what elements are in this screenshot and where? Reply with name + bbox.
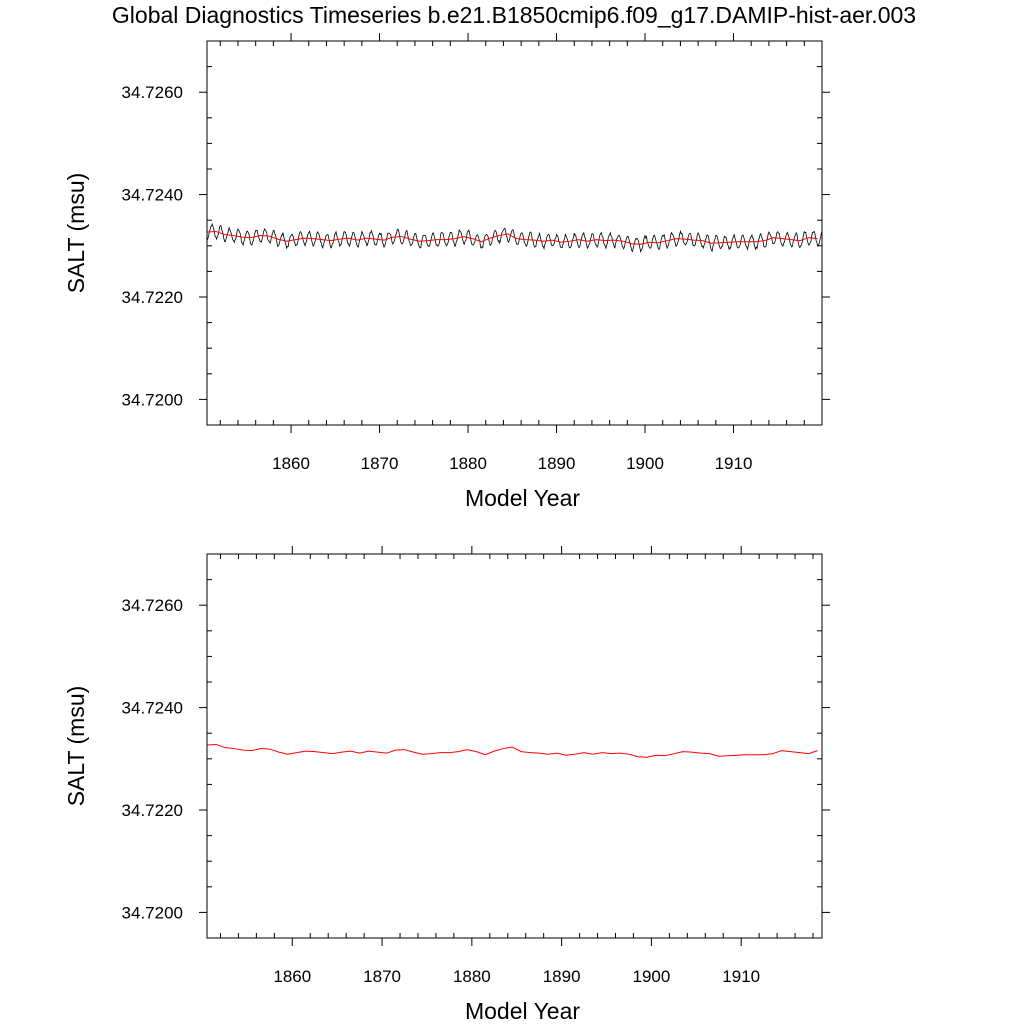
x-tick-label: 1910 [722,967,760,986]
series-line-annual [207,230,818,245]
panels: 1860 1870 1880 1890 1900 1910 34.7200 34.7220 34… [63,33,830,1024]
figure-title: Global Diagnostics Timeseries b.e21.B185… [112,2,916,28]
x-axis-label: Model Year [465,998,580,1024]
y-tick-label: 34.7220 [122,288,183,307]
plot-frame [206,40,823,426]
y-axis-label: SALT (msu) [63,686,89,807]
series-line-monthly [207,222,822,253]
chart-panel-1: 1860 1870 1880 1890 1900 1910 34.7200 34.7220 34… [63,33,830,511]
x-tick-label: 1890 [543,967,581,986]
y-tick-label: 34.7240 [122,699,183,718]
y-tick-label: 34.7260 [122,596,183,615]
x-tick-label: 1860 [273,967,311,986]
y-tick-label: 34.7200 [122,390,183,409]
x-tick-label: 1900 [626,454,664,473]
y-tick-label: 34.7200 [122,903,183,922]
y-axis-label: SALT (msu) [63,173,89,294]
y-tick-label: 34.7260 [122,83,183,102]
x-axis-label: Model Year [465,485,580,511]
series-line-annual [207,743,818,758]
plot-frame [206,553,823,939]
chart-panel-2: 1860 1870 1880 1890 1900 1910 34.7200 34.7220 34… [63,546,830,1024]
y-tick-label: 34.7220 [122,801,183,820]
x-tick-label: 1880 [453,967,491,986]
x-tick-label: 1870 [361,454,399,473]
x-tick-label: 1870 [363,967,401,986]
x-tick-label: 1880 [449,454,487,473]
x-tick-label: 1890 [538,454,576,473]
y-tick-label: 34.7240 [122,186,183,205]
x-tick-label: 1910 [715,454,753,473]
x-tick-label: 1860 [272,454,310,473]
x-tick-label: 1900 [633,967,671,986]
